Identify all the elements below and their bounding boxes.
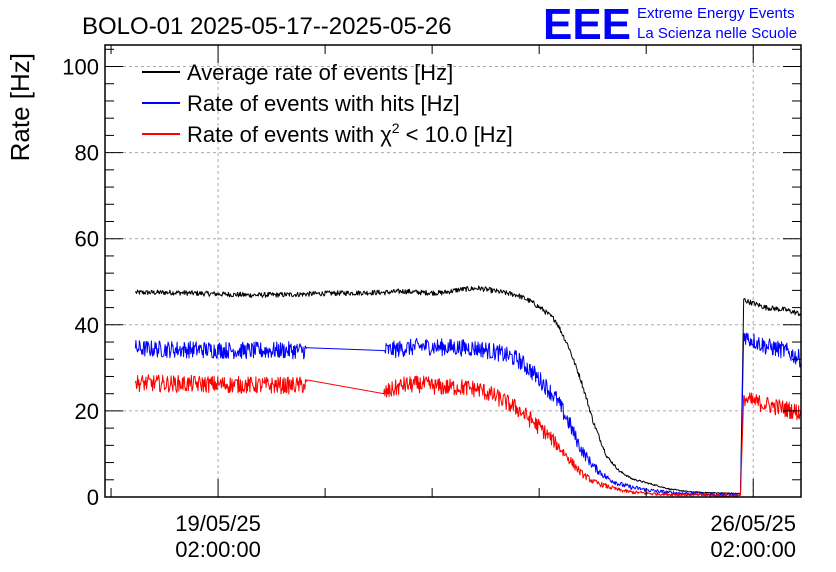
x-tick-label-time: 02:00:00 [175, 537, 261, 562]
y-tick-label: 60 [75, 227, 99, 252]
eee-logo: EEE Extreme Energy Events La Scienza nel… [543, 0, 797, 49]
y-tick-label: 20 [75, 399, 99, 424]
grid-lines [105, 45, 801, 497]
legend-label-chi2: Rate of events with χ2 < 10.0 [Hz] [187, 120, 513, 147]
axis-ticks [105, 45, 801, 498]
y-tick-label: 40 [75, 313, 99, 338]
legend-label-chi2-main: Rate of events with χ [187, 122, 392, 147]
series-line-0 [134, 285, 802, 495]
x-tick-label-date: 26/05/25 [710, 511, 796, 536]
legend: Average rate of events [Hz] Rate of even… [142, 60, 513, 147]
legend-entry-average: Average rate of events [Hz] [142, 60, 453, 85]
legend-label-chi2-tail: < 10.0 [Hz] [400, 122, 513, 147]
y-tick-label: 100 [62, 55, 99, 80]
plot-frame [104, 44, 802, 498]
y-axis-label: Rate [Hz] [5, 53, 35, 161]
x-tick-label-date: 19/05/25 [175, 511, 261, 536]
org-name-line2: La Scienza nelle Scuole [637, 25, 797, 42]
series-line-2 [134, 374, 802, 498]
legend-entry-hits: Rate of events with hits [Hz] [142, 91, 460, 116]
series-line-1 [134, 332, 802, 497]
y-tick-label: 80 [75, 141, 99, 166]
x-tick-label-time: 02:00:00 [710, 537, 796, 562]
legend-entry-chi2: Rate of events with χ2 < 10.0 [Hz] [142, 120, 513, 147]
org-name-line1: Extreme Energy Events [637, 5, 795, 22]
data-series [134, 285, 802, 498]
legend-label-chi2-sup: 2 [392, 120, 400, 136]
tick-labels: 02040608010019/05/2502:00:0026/05/2502:0… [62, 55, 796, 562]
chart-title: BOLO-01 2025-05-17--2025-05-26 [82, 13, 452, 40]
eee-logo-letters: EEE [543, 0, 631, 49]
y-tick-label: 0 [87, 485, 99, 510]
legend-label-hits: Rate of events with hits [Hz] [187, 91, 460, 116]
legend-label-average: Average rate of events [Hz] [187, 60, 453, 85]
